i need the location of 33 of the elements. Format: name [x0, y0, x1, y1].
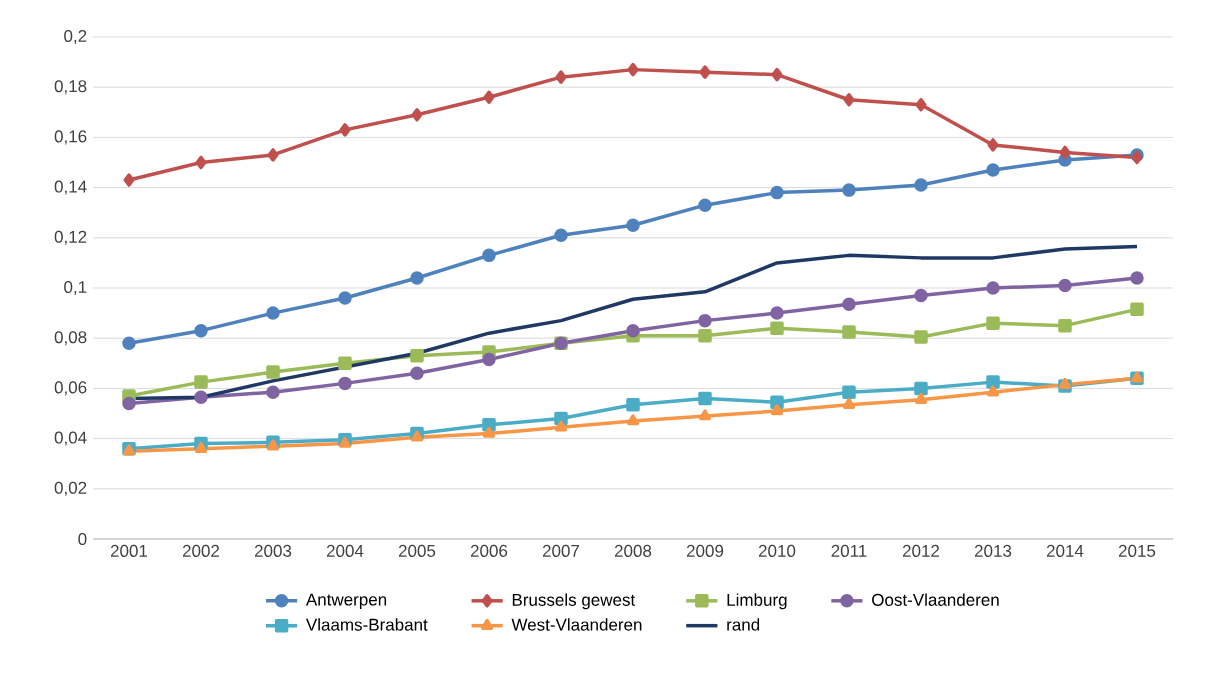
- x-tick-label: 2002: [182, 544, 220, 557]
- x-tick-label: 2012: [902, 544, 940, 557]
- x-tick-label: 2004: [326, 544, 364, 557]
- x-tick-label: 2003: [254, 544, 292, 557]
- legend-label: Limburg: [727, 593, 787, 610]
- y-tick-label: 0,06: [54, 381, 87, 396]
- y-tick-label: 0,04: [54, 431, 87, 446]
- y-tick-label: 0,12: [54, 230, 87, 245]
- x-tick-label: 2008: [614, 544, 652, 557]
- legend-label: rand: [727, 618, 760, 631]
- legend-label: Antwerpen: [305, 593, 387, 609]
- x-tick-label: 2001: [110, 544, 148, 557]
- x-tick-label: 2007: [542, 544, 580, 557]
- legend-label: Oost-Vlaanderen: [872, 593, 999, 606]
- y-tick-label: 0: [78, 532, 87, 546]
- y-tick-label: 0,08: [54, 331, 87, 346]
- y-tick-label: 0,18: [54, 80, 87, 95]
- y-tick-label: 0,1: [64, 280, 87, 296]
- y-tick-label: 0,02: [54, 481, 87, 496]
- y-tick-label: 0,2: [64, 29, 87, 45]
- x-tick-label: 2013: [974, 544, 1012, 557]
- legend-label: Brussels gewest: [512, 593, 636, 610]
- y-tick-label: 0,16: [54, 130, 87, 145]
- y-tick-label: 0,14: [54, 180, 87, 195]
- legend-label: West-Vlaanderen: [511, 618, 642, 631]
- legend-label: Vlaams-Brabant: [305, 618, 428, 631]
- x-tick-label: 2010: [758, 544, 796, 557]
- x-tick-label: 2011: [831, 544, 867, 557]
- x-tick-label: 2006: [470, 544, 508, 557]
- x-tick-label: 2014: [1046, 544, 1084, 557]
- x-tick-label: 2009: [686, 544, 724, 557]
- x-tick-label: 2005: [398, 544, 436, 557]
- x-tick-label: 2015: [1118, 544, 1156, 557]
